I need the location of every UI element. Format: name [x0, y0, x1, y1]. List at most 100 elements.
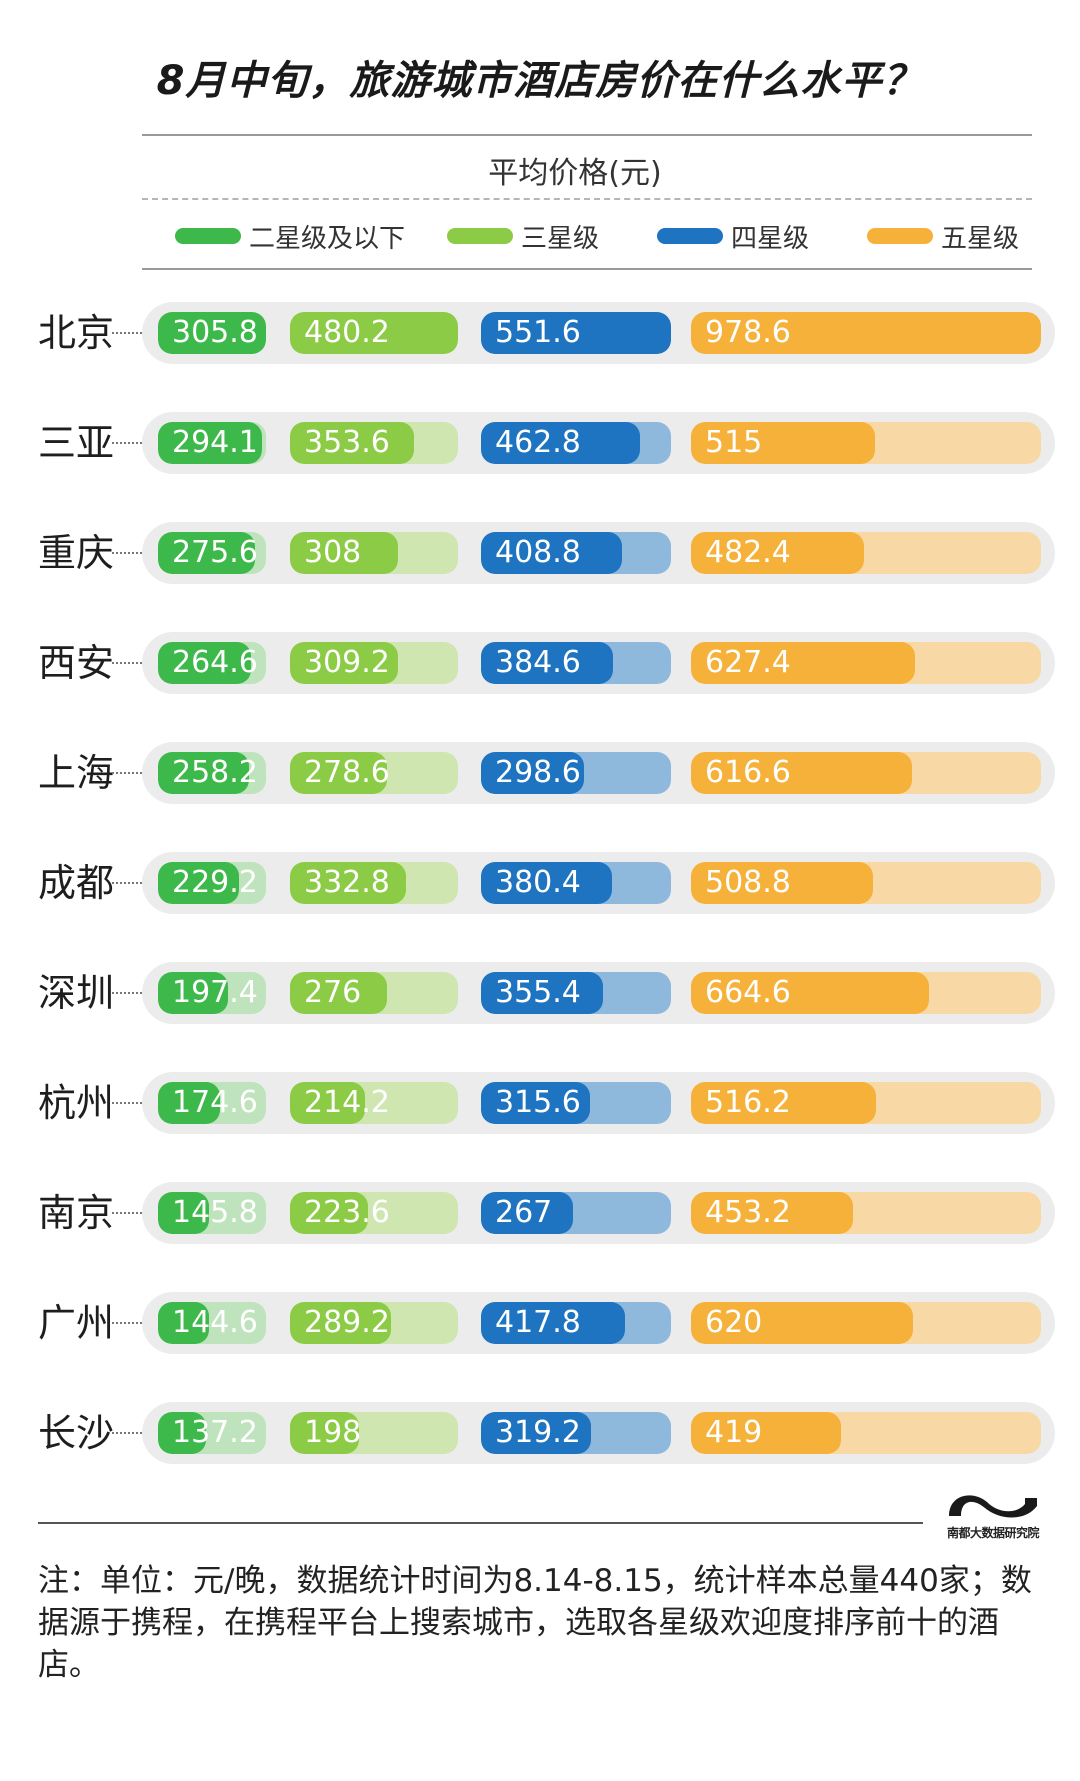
bar-star2: [158, 1412, 207, 1454]
bar-star5: [691, 1302, 913, 1344]
leader-dots: [112, 882, 142, 884]
bar-track-star2: 197.4: [158, 972, 266, 1014]
bar-track-star3: 223.6: [290, 1192, 458, 1234]
value-label: 264.6: [172, 645, 258, 680]
legend-divider: [142, 268, 1032, 270]
bar-star3: [290, 1412, 360, 1454]
title-divider: [142, 134, 1032, 136]
city-label: 上海: [38, 751, 115, 795]
bar-star3: [290, 1192, 369, 1234]
value-label: 978.6: [705, 315, 791, 350]
value-label: 627.4: [705, 645, 791, 680]
bar-star4: [481, 972, 604, 1014]
bar-star5: [691, 532, 864, 574]
bar-track-star5: 419: [691, 1412, 1041, 1454]
subtitle-divider: [142, 198, 1032, 200]
bar-star3: [290, 752, 388, 794]
bar-track-star4: 462.8: [481, 422, 671, 464]
bar-track-star5: 453.2: [691, 1192, 1041, 1234]
bar-track-star3: 309.2: [290, 642, 458, 684]
legend-swatch-star2: [175, 228, 241, 244]
bar-star4: [481, 752, 584, 794]
value-label: 198: [304, 1415, 362, 1450]
value-label: 353.6: [304, 425, 390, 460]
bar-track-star2: 144.6: [158, 1302, 266, 1344]
legend-label-star4: 四星级: [731, 223, 810, 254]
city-label: 西安: [38, 641, 115, 685]
bar-star2: [158, 972, 228, 1014]
bar-star4: [481, 312, 671, 354]
chart-row: 重庆 275.6 308 408.8 482.4: [0, 522, 1080, 584]
value-label: 258.2: [172, 755, 258, 790]
bar-track-star2: 174.6: [158, 1082, 266, 1124]
bar-star3: [290, 532, 398, 574]
footnote: 注：单位：元/晚，数据统计时间为8.14-8.15，统计样本总量440家；数据源…: [38, 1563, 1032, 1683]
bar-star5: [691, 1192, 854, 1234]
wave-logo-icon: [949, 1495, 1037, 1518]
value-label: 319.2: [495, 1415, 581, 1450]
bar-star3: [290, 422, 414, 464]
value-label: 480.2: [304, 315, 390, 350]
bar-track-star4: 267: [481, 1192, 671, 1234]
bar-track-star4: 384.6: [481, 642, 671, 684]
bar-track-star2: 275.6: [158, 532, 266, 574]
bar-track-star4: 355.4: [481, 972, 671, 1014]
city-label: 杭州: [38, 1081, 115, 1125]
bar-track-star3: 278.6: [290, 752, 458, 794]
bar-star2: [158, 422, 262, 464]
city-label: 重庆: [38, 531, 115, 575]
leader-dots: [112, 772, 142, 774]
value-label: 298.6: [495, 755, 581, 790]
value-label: 616.6: [705, 755, 791, 790]
chart-row: 北京 305.8 480.2 551.6 978.6: [0, 302, 1080, 364]
city-label: 长沙: [38, 1411, 115, 1455]
value-label: 289.2: [304, 1305, 390, 1340]
bar-star3: [290, 1302, 392, 1344]
value-label: 137.2: [172, 1415, 258, 1450]
bar-star3: [290, 862, 407, 904]
chart-row: 广州 144.6 289.2 417.8 620: [0, 1292, 1080, 1354]
bar-track-star2: 145.8: [158, 1192, 266, 1234]
bar-star5: [691, 642, 916, 684]
value-label: 214.2: [304, 1085, 390, 1120]
chart-subtitle: 平均价格(元): [488, 156, 662, 191]
value-label: 315.6: [495, 1085, 581, 1120]
legend: 二星级及以下 三星级 四星级 五星级: [0, 216, 1080, 256]
bar-track-star4: 551.6: [481, 312, 671, 354]
legend-swatch-star3: [447, 228, 513, 244]
bar-star5: [691, 1082, 876, 1124]
bar-track-star2: 294.1: [158, 422, 266, 464]
legend-item-star4: 四星级: [657, 216, 809, 256]
value-label: 275.6: [172, 535, 258, 570]
legend-swatch-star5: [867, 228, 933, 244]
value-label: 508.8: [705, 865, 791, 900]
legend-label-star2: 二星级及以下: [249, 223, 406, 254]
bar-star4: [481, 1302, 625, 1344]
value-label: 144.6: [172, 1305, 258, 1340]
bar-track-star4: 319.2: [481, 1412, 671, 1454]
bar-star4: [481, 1412, 591, 1454]
bar-track-star3: 276: [290, 972, 458, 1014]
bar-track-star2: 305.8: [158, 312, 266, 354]
bar-track-star5: 616.6: [691, 752, 1041, 794]
bar-star2: [158, 1192, 210, 1234]
bar-track-star5: 515: [691, 422, 1041, 464]
bar-star3: [290, 642, 399, 684]
bar-star4: [481, 1192, 573, 1234]
bar-track-star4: 315.6: [481, 1082, 671, 1124]
bar-track-star5: 516.2: [691, 1082, 1041, 1124]
bar-track-star4: 408.8: [481, 532, 671, 574]
value-label: 408.8: [495, 535, 581, 570]
bar-star4: [481, 532, 622, 574]
legend-item-star2: 二星级及以下: [175, 216, 405, 256]
chart-row: 深圳 197.4 276 355.4 664.6: [0, 962, 1080, 1024]
bar-track-star2: 137.2: [158, 1412, 266, 1454]
leader-dots: [112, 1102, 142, 1104]
value-label: 145.8: [172, 1195, 258, 1230]
bar-star3: [290, 312, 458, 354]
chart-row: 西安 264.6 309.2 384.6 627.4: [0, 632, 1080, 694]
chart-row: 南京 145.8 223.6 267 453.2: [0, 1182, 1080, 1244]
bar-star2: [158, 1302, 210, 1344]
publisher-logo: 南都大数据研究院: [943, 1488, 1043, 1541]
value-label: 223.6: [304, 1195, 390, 1230]
